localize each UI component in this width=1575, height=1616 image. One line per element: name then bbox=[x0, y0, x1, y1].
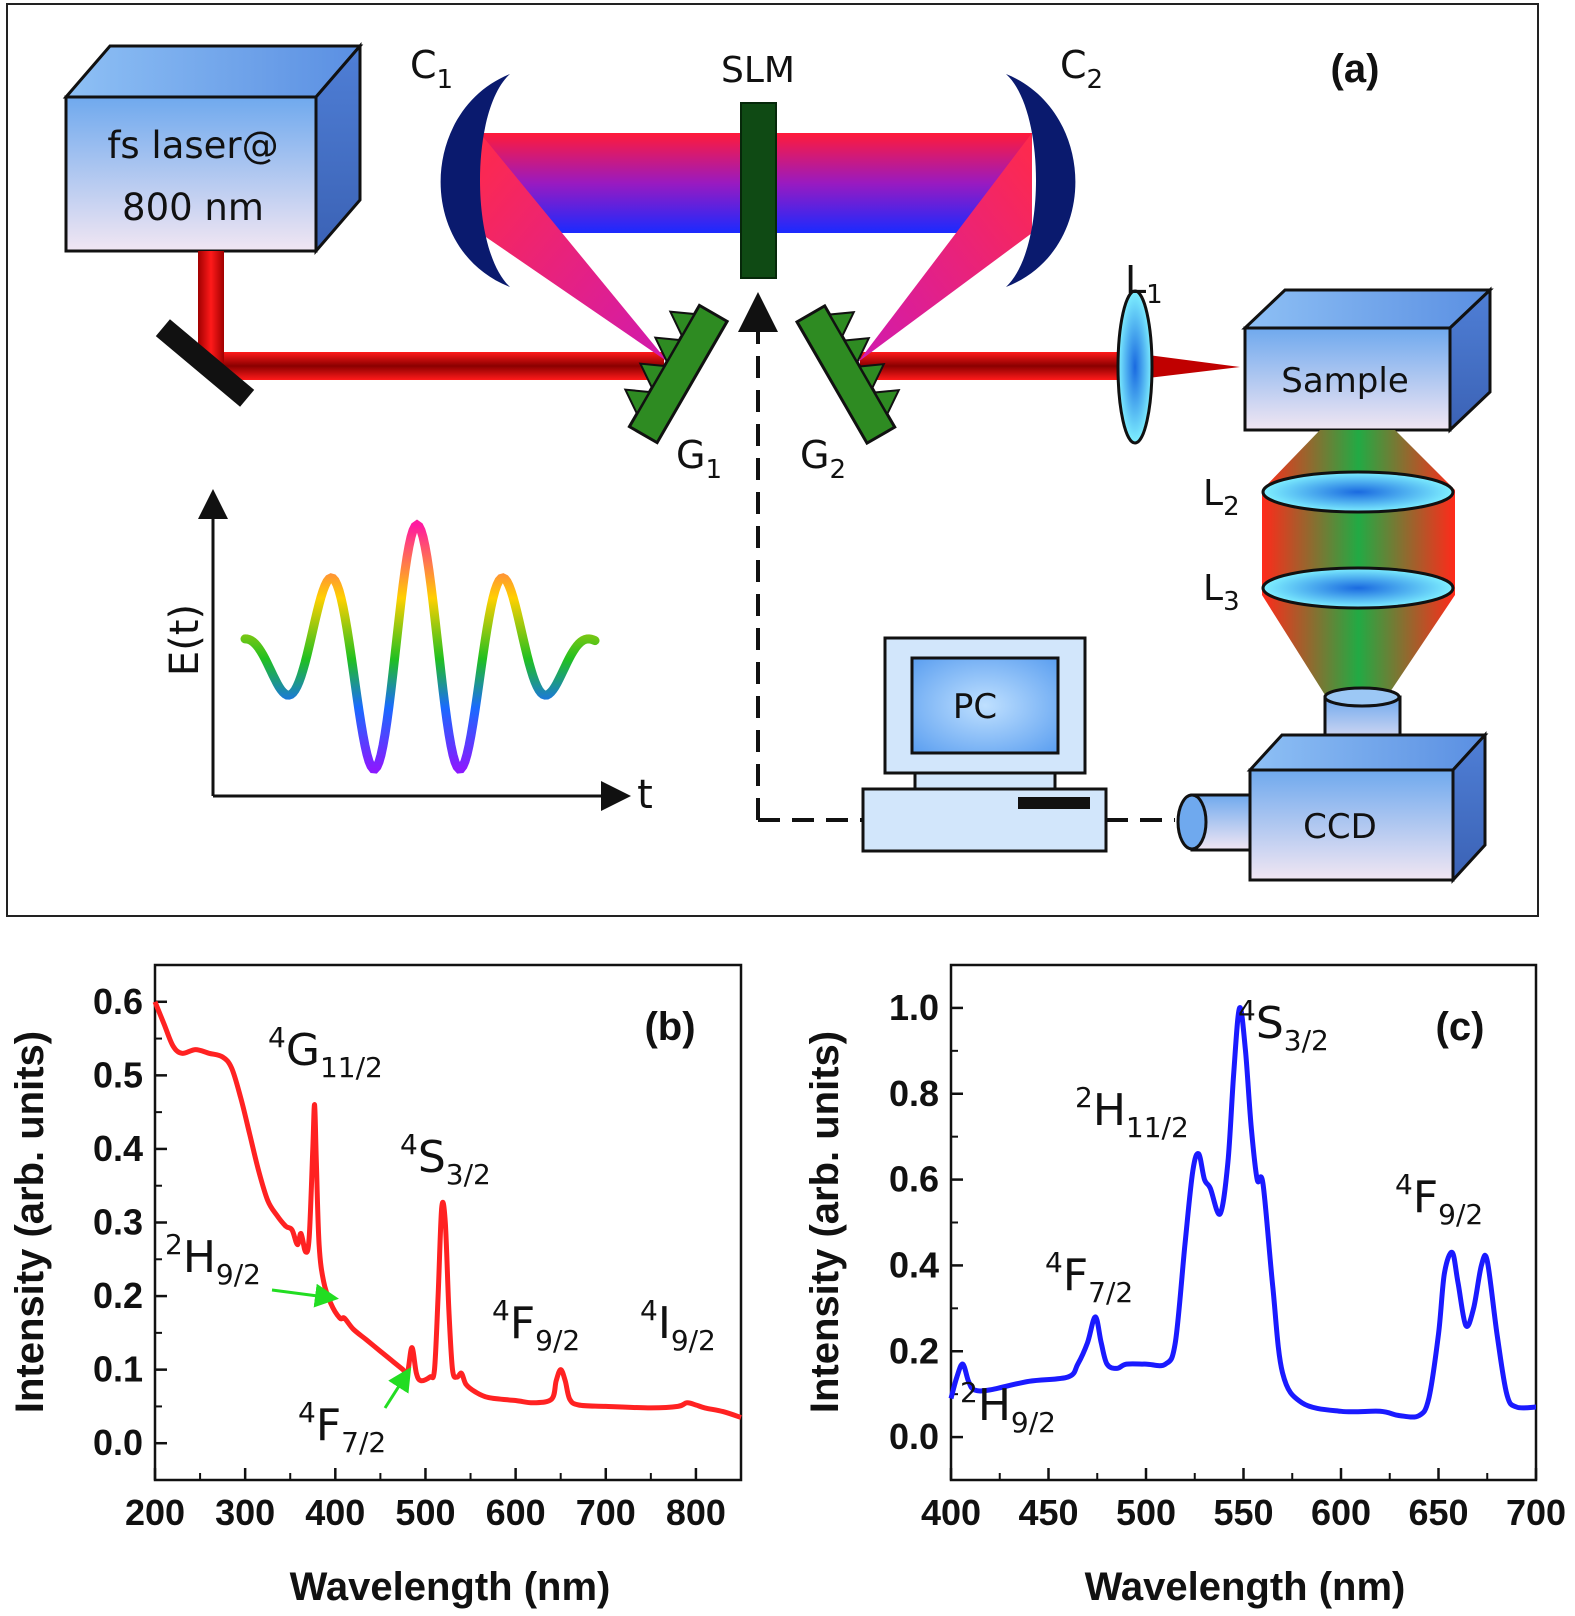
panel-c-x-tick-label: 500 bbox=[1116, 1492, 1176, 1533]
lens-l1 bbox=[1116, 289, 1154, 445]
panel-b-x-tick-label: 800 bbox=[666, 1492, 726, 1533]
laser-source: fs laser@ 800 nm bbox=[62, 41, 364, 256]
slm-label: SLM bbox=[721, 50, 795, 91]
panel-b-y-tick-label: 0.2 bbox=[93, 1275, 143, 1316]
panel-b-y-tick-label: 0.5 bbox=[93, 1054, 143, 1095]
panel-b-x-tick-label: 400 bbox=[305, 1492, 365, 1533]
fluorescence-beam bbox=[1262, 430, 1455, 695]
c-annot-4s32: 4S3/2 bbox=[1238, 994, 1329, 1057]
panel-b-x-tick-label: 300 bbox=[215, 1492, 275, 1533]
laser-label-line2: 800 nm bbox=[122, 186, 264, 229]
beam-to-g1 bbox=[224, 352, 664, 380]
l2-label: L2 bbox=[1203, 473, 1240, 522]
sample-label: Sample bbox=[1281, 361, 1408, 401]
lens-l3 bbox=[1261, 566, 1455, 610]
panel-c-x-tick-label: 550 bbox=[1213, 1492, 1273, 1533]
panel-b-ylabel: Intensity (arb. units) bbox=[8, 1031, 52, 1413]
b-annot-4s32: 4S3/2 bbox=[400, 1128, 491, 1191]
panel-b-y-tick-label: 0.3 bbox=[93, 1202, 143, 1243]
grating-g1 bbox=[623, 303, 730, 445]
panel-c-x-tick-label: 700 bbox=[1506, 1492, 1566, 1533]
panel-c-y-tick-label: 0.4 bbox=[889, 1244, 939, 1285]
panel-c-x-tick-label: 450 bbox=[1018, 1492, 1078, 1533]
panel-c-x-tick-label: 650 bbox=[1408, 1492, 1468, 1533]
panel-b-y-tick-label: 0.6 bbox=[93, 981, 143, 1022]
mirror-c2 bbox=[1006, 74, 1076, 287]
b-annot-4g112: 4G11/2 bbox=[268, 1021, 383, 1084]
beam-from-g2 bbox=[860, 352, 1120, 380]
panel-c-tag: (c) bbox=[1436, 1005, 1485, 1049]
fan-right bbox=[858, 133, 1032, 362]
l3-label: L3 bbox=[1203, 568, 1240, 617]
panel-b-x-tick-label: 700 bbox=[576, 1492, 636, 1533]
slm bbox=[740, 102, 777, 279]
b-annot-2h92: 2H9/2 bbox=[165, 1228, 261, 1291]
t-axis-label: t bbox=[637, 772, 653, 818]
pc: PC bbox=[861, 636, 1108, 853]
b-annot-4i92: 4I9/2 bbox=[640, 1294, 716, 1357]
c1-label: C1 bbox=[410, 43, 453, 95]
panel-c-series-line bbox=[948, 1005, 1537, 1420]
panel-c-ylabel: Intensity (arb. units) bbox=[803, 1031, 847, 1413]
sample-box: Sample bbox=[1241, 286, 1494, 434]
grating-g2 bbox=[794, 303, 901, 446]
beam-focus bbox=[1148, 355, 1240, 378]
panel-b-series-line bbox=[152, 1000, 742, 1420]
panel-a-frame bbox=[6, 3, 1539, 917]
panel-b-y-tick-label: 0.1 bbox=[93, 1349, 143, 1390]
g2-label: G2 bbox=[800, 433, 846, 485]
panel-b-x-tick-label: 200 bbox=[125, 1492, 185, 1533]
g1-label: G1 bbox=[676, 433, 722, 485]
panel-c-y-tick-label: 0.0 bbox=[889, 1416, 939, 1457]
lens-l2 bbox=[1261, 470, 1455, 514]
fold-mirror bbox=[155, 319, 255, 407]
panel-a: (a) fs laser@ 800 nm SLM C1 C2 bbox=[6, 3, 1539, 917]
panel-c-xlabel: Wavelength (nm) bbox=[1085, 1565, 1406, 1609]
c-annot-4f72: 4F7/2 bbox=[1045, 1246, 1133, 1309]
panel-c-chart: (c) Wavelength (nm) Intensity (arb. unit… bbox=[803, 963, 1566, 1609]
panel-c-y-tick-label: 0.2 bbox=[889, 1330, 939, 1371]
b-annot-4f72: 4F7/2 bbox=[298, 1396, 386, 1459]
b-arrow-2h92 bbox=[271, 1283, 339, 1308]
panel-b-x-tick-label: 600 bbox=[486, 1492, 546, 1533]
ccd-camera: CCD bbox=[1176, 686, 1489, 884]
laser-label-line1: fs laser@ bbox=[107, 124, 278, 167]
mirror-c1 bbox=[440, 74, 510, 287]
panel-b-y-tick-label: 0.0 bbox=[93, 1422, 143, 1463]
c-annot-4f92: 4F9/2 bbox=[1395, 1168, 1483, 1231]
pc-label: PC bbox=[953, 687, 997, 727]
panel-b-y-tick-label: 0.4 bbox=[93, 1128, 143, 1169]
panel-b-chart: (b) Wavelength (nm) Intensity (arb. unit… bbox=[8, 963, 743, 1609]
pulse-waveform bbox=[240, 519, 600, 774]
panel-b-tag: (b) bbox=[644, 1005, 695, 1049]
panel-c-x-tick-label: 400 bbox=[921, 1492, 981, 1533]
panel-a-tag: (a) bbox=[1331, 47, 1380, 91]
pulse-inset: E(t) t bbox=[162, 489, 653, 818]
fan-left bbox=[480, 133, 668, 362]
ccd-label: CCD bbox=[1303, 807, 1377, 847]
panel-b-x-tick-label: 500 bbox=[395, 1492, 455, 1533]
c-annot-2h92: 2H9/2 bbox=[960, 1376, 1056, 1439]
c-annot-2h112: 2H11/2 bbox=[1075, 1081, 1189, 1144]
c2-label: C2 bbox=[1060, 43, 1103, 95]
l1-label: L1 bbox=[1125, 258, 1163, 310]
b-arrow-4f72 bbox=[383, 1366, 412, 1409]
panel-c-y-tick-label: 1.0 bbox=[889, 987, 939, 1028]
et-axis-label: E(t) bbox=[162, 604, 208, 676]
panel-c-x-tick-label: 600 bbox=[1311, 1492, 1371, 1533]
panel-c-y-tick-label: 0.6 bbox=[889, 1159, 939, 1200]
panel-c-y-tick-label: 0.8 bbox=[889, 1073, 939, 1114]
panel-b-xlabel: Wavelength (nm) bbox=[290, 1565, 611, 1609]
b-annot-4f92: 4F9/2 bbox=[492, 1294, 580, 1357]
